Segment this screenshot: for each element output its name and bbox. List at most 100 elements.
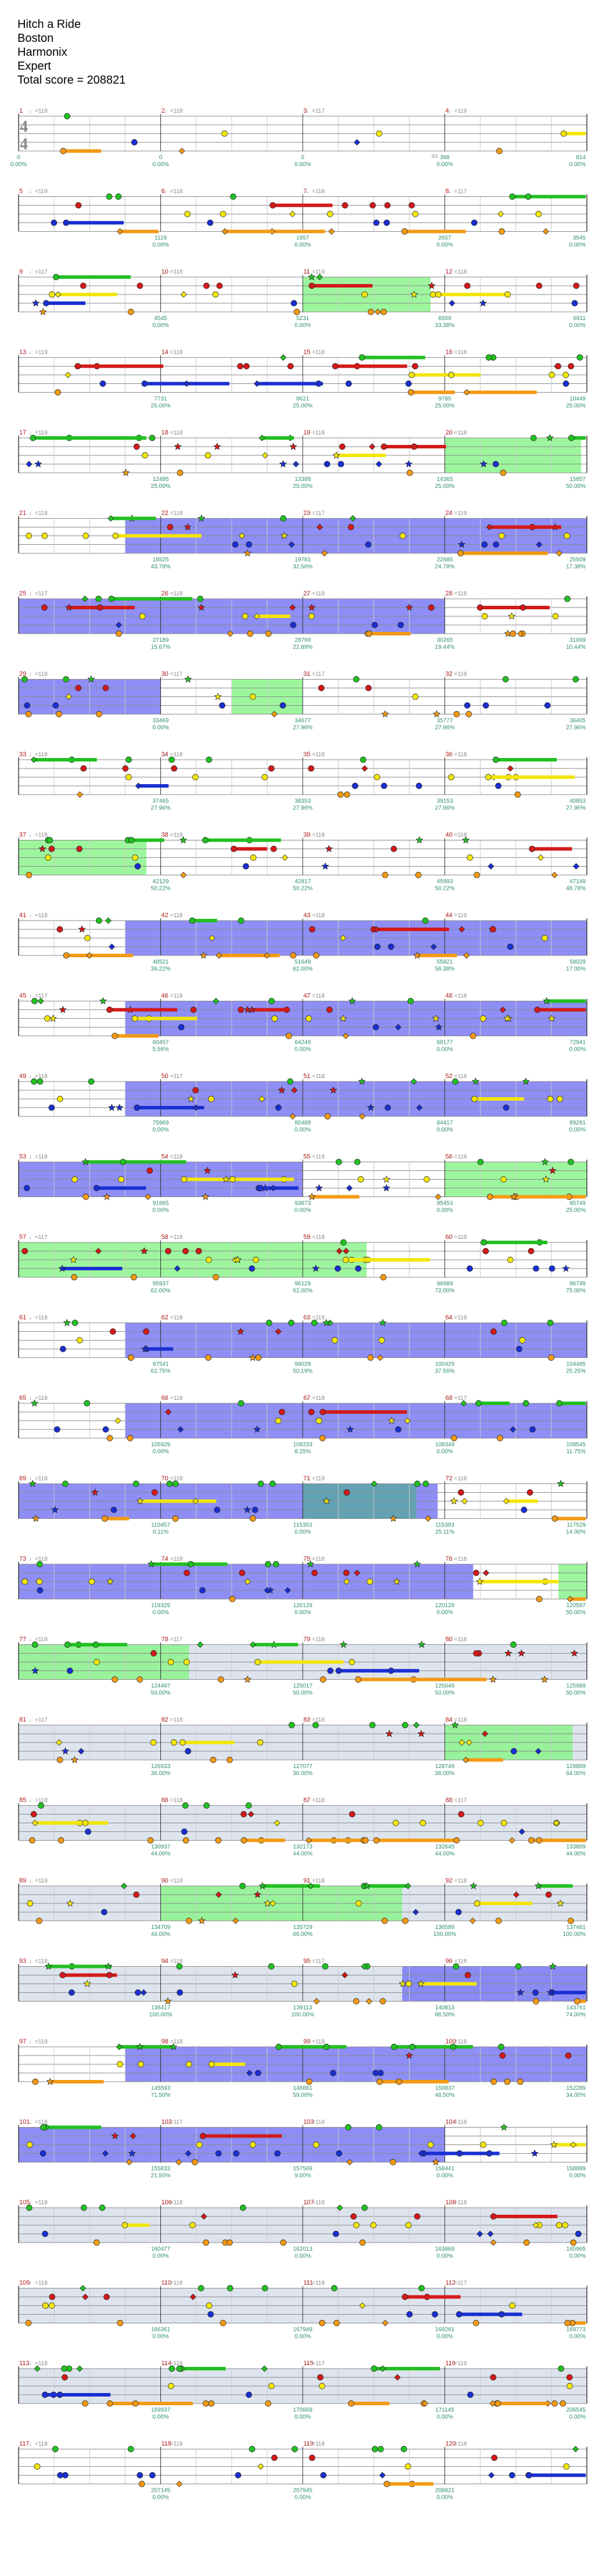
gem-note	[226, 2239, 233, 2246]
gem-note	[464, 702, 471, 709]
gem-note	[26, 2204, 33, 2211]
measure-score: 0	[301, 155, 304, 161]
star-note	[399, 1979, 407, 1988]
gem-note	[128, 1355, 134, 1361]
tempo-marking: ♩=118	[306, 1637, 325, 1643]
gem-note	[383, 2481, 390, 2487]
gem-note	[106, 1007, 113, 1013]
sustain-trail	[50, 2080, 104, 2083]
hopo-note	[261, 2365, 268, 2372]
measure-number: 19	[303, 429, 310, 436]
gem-note	[147, 1837, 154, 1844]
gem-note	[69, 1989, 75, 1996]
hopo-note	[425, 1515, 432, 1522]
gem-note	[150, 1650, 157, 1657]
gem-note	[514, 791, 521, 798]
sustain-trail	[554, 1517, 586, 1521]
hopo-note	[178, 148, 185, 155]
gem-note	[465, 711, 472, 717]
gem-note	[311, 1569, 318, 1576]
gem-note	[406, 469, 413, 476]
gem-note	[342, 202, 349, 209]
measure-score: 132645	[435, 1844, 455, 1851]
measure-score: 10449	[569, 396, 586, 403]
gem-note	[63, 676, 69, 682]
gem-note	[116, 630, 122, 637]
measure-score: 129889	[567, 1763, 586, 1770]
measure-number: 75	[303, 1555, 310, 1562]
overdrive-percent: 39.22%	[151, 966, 171, 972]
gem-note	[83, 1194, 89, 1200]
gem-note	[370, 202, 376, 209]
star-note	[81, 1158, 89, 1166]
star-note	[39, 308, 47, 315]
gem-note	[530, 434, 537, 441]
staff-row	[18, 514, 587, 557]
tempo-marking: ♩=118	[164, 591, 183, 597]
gem-note	[56, 1756, 63, 1763]
measure-score: 7731	[154, 396, 167, 403]
overdrive-percent: 0.00%	[295, 161, 311, 168]
sustain-trail	[346, 1258, 431, 1262]
sustain-trail	[361, 355, 425, 360]
gem-note	[353, 2222, 360, 2229]
measure-score: 143761	[567, 2005, 586, 2011]
hopo-note	[413, 1722, 420, 1729]
star-note	[308, 603, 316, 611]
gem-note	[21, 676, 28, 682]
tempo-marking: ♩=118	[164, 1798, 183, 1804]
measure-number: 74	[162, 1555, 169, 1562]
gem-note	[71, 1176, 78, 1183]
overdrive-percent: 48.78%	[566, 886, 586, 892]
measure-number: 92	[446, 1877, 453, 1884]
gem-note	[472, 2320, 479, 2326]
tempo-marking: ♩=118	[449, 1315, 467, 1321]
gem-note	[142, 452, 148, 459]
gem-note	[318, 2383, 325, 2390]
star-note	[243, 1506, 252, 1514]
gem-note	[467, 2391, 474, 2398]
gem-note	[184, 1569, 190, 1576]
sustain-trail	[336, 454, 386, 457]
hopo-note	[279, 354, 286, 361]
overdrive-percent: 25.00%	[566, 403, 586, 409]
measure-score: 4545	[154, 315, 167, 322]
measure-number: 99	[303, 2038, 310, 2045]
gem-note	[127, 2446, 134, 2452]
gem-note	[411, 443, 418, 450]
measure-score: 814	[576, 155, 586, 161]
tempo-marking: ♩=118	[306, 832, 325, 839]
measure-number: 41	[19, 912, 26, 919]
gem-note	[31, 998, 38, 1004]
gem-note	[490, 2213, 497, 2220]
gem-note	[278, 1409, 285, 1415]
tempo-marking: ♩=118	[306, 2280, 325, 2287]
star-note	[198, 603, 206, 611]
measure-number: 61	[19, 1314, 26, 1321]
staff-row	[18, 354, 587, 396]
sustain-trail	[322, 1410, 407, 1414]
gem-note	[564, 595, 571, 602]
sustain-trail	[417, 954, 457, 957]
sustain-trail	[131, 838, 164, 842]
gem-note	[502, 676, 509, 682]
hopo-note	[289, 1113, 296, 1120]
overdrive-percent: 27.96%	[151, 805, 171, 811]
hopo-note	[165, 1409, 172, 1415]
gem-note	[508, 2472, 515, 2478]
overdrive-percent: 0.00%	[10, 161, 27, 168]
sustain-trail	[66, 221, 124, 225]
gem-note	[549, 1265, 555, 1272]
gem-note	[354, 1159, 361, 1165]
gem-note	[471, 220, 478, 226]
gem-note	[203, 1802, 210, 1809]
sustain-trail	[550, 1991, 586, 1995]
hopo-note	[271, 711, 278, 717]
gem-note	[571, 300, 578, 307]
measure-number: 9	[19, 268, 23, 275]
hopo-note	[488, 863, 494, 870]
gem-note	[362, 1837, 369, 1844]
overdrive-percent: 74.00%	[566, 2012, 586, 2018]
gem-note	[549, 372, 555, 378]
sustain-trail	[77, 364, 163, 368]
